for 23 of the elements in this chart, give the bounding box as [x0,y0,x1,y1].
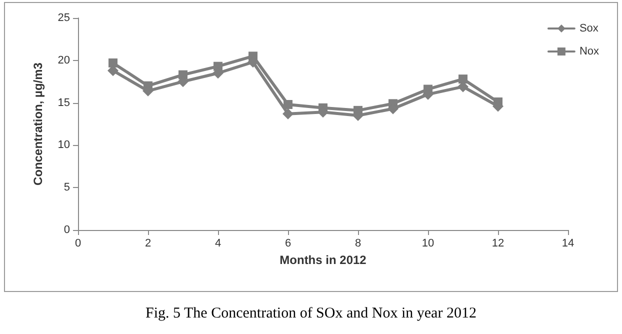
point [282,108,294,120]
y-tick-label: 10 [58,139,70,152]
x-tick-label: 10 [422,238,434,250]
x-tick-label: 6 [284,238,292,250]
x-tick-label: 12 [492,238,504,250]
x-tick-label: 0 [74,238,82,250]
x-tick-label: 8 [354,238,362,250]
point [458,74,468,84]
y-tick-label: 0 [64,224,70,236]
y-tick-label: 25 [58,12,70,24]
y-tick-label: 5 [64,182,70,194]
y-axis-title: Concentration, µg/m3 [31,62,45,186]
legend-label: Nox [579,46,600,58]
x-axis-title: Months in 2012 [280,252,367,267]
point [284,100,292,109]
y-tick-label: 20 [58,54,70,66]
x-tick-label: 2 [144,238,152,250]
x-tick-label: 14 [562,238,574,250]
legend-label: Sox [579,22,599,34]
x-tick-label: 4 [214,238,222,250]
text: Fig. 5 The Concentration of SOx and Nox in year 2012 [146,306,476,322]
point [108,58,118,68]
y-tick-label: 15 [58,96,70,109]
